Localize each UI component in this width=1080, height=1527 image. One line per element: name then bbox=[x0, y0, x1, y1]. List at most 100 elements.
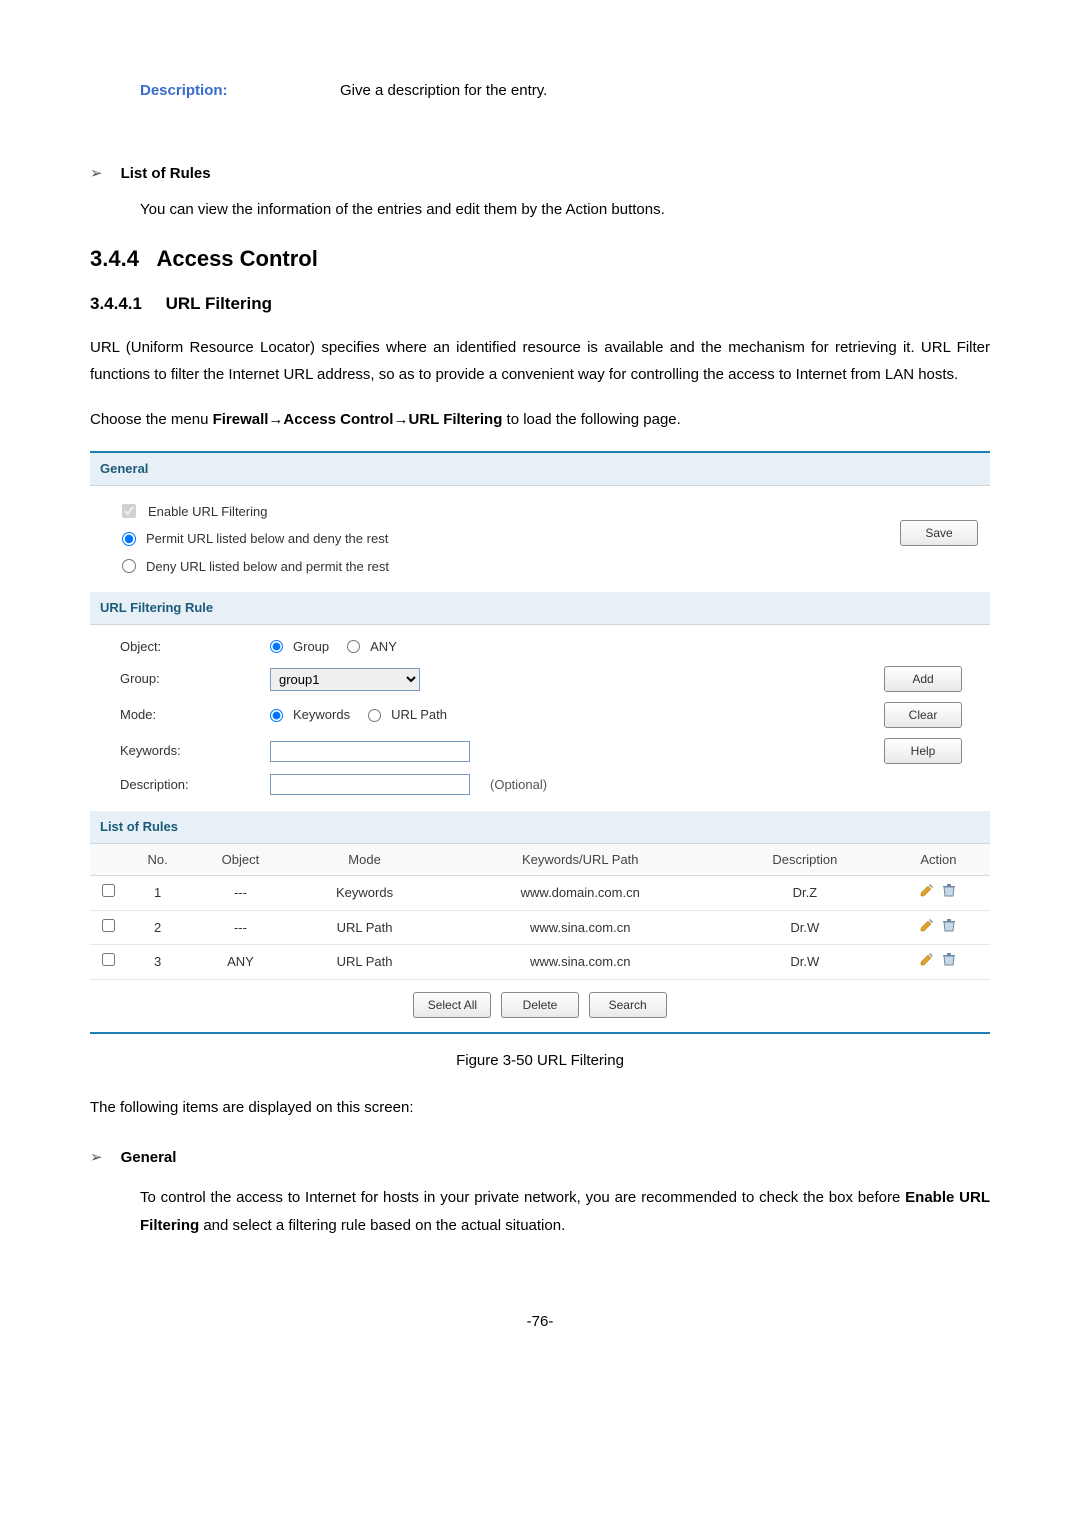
col-action: Action bbox=[887, 844, 990, 876]
cell-action bbox=[887, 945, 990, 980]
cell-action bbox=[887, 910, 990, 945]
list-of-rules-heading: ➢ List of Rules bbox=[90, 163, 990, 186]
after-fig-para: The following items are displayed on thi… bbox=[90, 1094, 990, 1121]
enable-url-filtering-label: Enable URL Filtering bbox=[148, 502, 267, 522]
row-checkbox[interactable] bbox=[102, 884, 115, 897]
section-heading: 3.4.4 Access Control bbox=[90, 242, 990, 275]
table-row: 2---URL Pathwww.sina.com.cnDr.W bbox=[90, 910, 990, 945]
col-object: Object bbox=[189, 844, 291, 876]
cell-desc: Dr.Z bbox=[723, 876, 887, 911]
rules-table: No. Object Mode Keywords/URL Path Descri… bbox=[90, 844, 990, 980]
keywords-input[interactable] bbox=[270, 741, 470, 762]
cell-kw: www.sina.com.cn bbox=[438, 945, 723, 980]
cell-kw: www.sina.com.cn bbox=[438, 910, 723, 945]
description-text: Give a description for the entry. bbox=[340, 80, 547, 103]
page-number: -76- bbox=[90, 1311, 990, 1334]
intro-para-2: Choose the menu Firewall→Access Control→… bbox=[90, 406, 990, 433]
add-button[interactable]: Add bbox=[884, 666, 962, 692]
list-of-rules-text: You can view the information of the entr… bbox=[90, 199, 990, 222]
mode-urlpath-radio[interactable] bbox=[368, 709, 381, 722]
cell-object: --- bbox=[189, 910, 291, 945]
general-para-pre: To control the access to Internet for ho… bbox=[140, 1189, 905, 1206]
mode-keywords-label: Keywords bbox=[293, 705, 350, 725]
general-bullet-label: General bbox=[121, 1147, 177, 1170]
cell-desc: Dr.W bbox=[723, 910, 887, 945]
permit-label: Permit URL listed below and deny the res… bbox=[146, 529, 388, 549]
para2-post: to load the following page. bbox=[502, 411, 680, 428]
subsection-title: URL Filtering bbox=[166, 294, 272, 313]
cell-mode: Keywords bbox=[292, 876, 438, 911]
para2-bold: Firewall→Access Control→URL Filtering bbox=[213, 411, 503, 428]
intro-para-1: URL (Uniform Resource Locator) specifies… bbox=[90, 334, 990, 388]
mode-urlpath-label: URL Path bbox=[391, 705, 447, 725]
clear-button[interactable]: Clear bbox=[884, 702, 962, 728]
cell-object: --- bbox=[189, 876, 291, 911]
delete-button[interactable]: Delete bbox=[501, 992, 579, 1018]
cell-kw: www.domain.com.cn bbox=[438, 876, 723, 911]
object-any-radio[interactable] bbox=[347, 640, 360, 653]
object-group-radio[interactable] bbox=[270, 640, 283, 653]
table-row: 1---Keywordswww.domain.com.cnDr.Z bbox=[90, 876, 990, 911]
save-button[interactable]: Save bbox=[900, 520, 978, 546]
cell-mode: URL Path bbox=[292, 910, 438, 945]
object-label: Object: bbox=[120, 637, 270, 657]
subsection-heading: 3.4.4.1 URL Filtering bbox=[90, 291, 990, 317]
group-select[interactable]: group1 bbox=[270, 668, 420, 691]
row-checkbox[interactable] bbox=[102, 919, 115, 932]
col-no: No. bbox=[126, 844, 189, 876]
search-button[interactable]: Search bbox=[589, 992, 667, 1018]
description-label: Description: bbox=[140, 80, 340, 103]
edit-icon[interactable] bbox=[919, 882, 935, 898]
bullet-arrow-icon: ➢ bbox=[90, 163, 103, 186]
cell-no: 2 bbox=[126, 910, 189, 945]
enable-url-filtering-checkbox[interactable] bbox=[122, 504, 136, 518]
url-filtering-rule-header: URL Filtering Rule bbox=[90, 592, 990, 625]
bullet-arrow-icon: ➢ bbox=[90, 1147, 103, 1170]
delete-icon[interactable] bbox=[941, 917, 957, 933]
general-body: Enable URL Filtering Permit URL listed b… bbox=[90, 486, 990, 593]
col-desc: Description bbox=[723, 844, 887, 876]
subsection-number: 3.4.4.1 bbox=[90, 294, 142, 313]
url-filtering-panel: General Enable URL Filtering Permit URL … bbox=[90, 451, 990, 1034]
deny-radio[interactable] bbox=[122, 559, 136, 573]
select-all-button[interactable]: Select All bbox=[413, 992, 491, 1018]
cell-mode: URL Path bbox=[292, 945, 438, 980]
group-label: Group: bbox=[120, 669, 270, 689]
general-bullet-heading: ➢ General bbox=[90, 1147, 990, 1170]
object-any-label: ANY bbox=[370, 637, 397, 657]
permit-radio[interactable] bbox=[122, 532, 136, 546]
cell-desc: Dr.W bbox=[723, 945, 887, 980]
row-checkbox[interactable] bbox=[102, 953, 115, 966]
cell-object: ANY bbox=[189, 945, 291, 980]
list-of-rules-header: List of Rules bbox=[90, 811, 990, 844]
col-mode: Mode bbox=[292, 844, 438, 876]
optional-text: (Optional) bbox=[490, 775, 547, 795]
list-of-rules-label: List of Rules bbox=[121, 163, 211, 186]
rule-description-input[interactable] bbox=[270, 774, 470, 795]
figure-caption: Figure 3-50 URL Filtering bbox=[90, 1050, 990, 1073]
section-title: Access Control bbox=[156, 246, 317, 271]
rule-description-label: Description: bbox=[120, 775, 270, 795]
edit-icon[interactable] bbox=[919, 917, 935, 933]
edit-icon[interactable] bbox=[919, 951, 935, 967]
keywords-label: Keywords: bbox=[120, 741, 270, 761]
general-header: General bbox=[90, 453, 990, 486]
para2-pre: Choose the menu bbox=[90, 411, 213, 428]
deny-label: Deny URL listed below and permit the res… bbox=[146, 557, 389, 577]
help-button[interactable]: Help bbox=[884, 738, 962, 764]
object-group-label: Group bbox=[293, 637, 329, 657]
col-kw: Keywords/URL Path bbox=[438, 844, 723, 876]
cell-no: 1 bbox=[126, 876, 189, 911]
table-row: 3ANYURL Pathwww.sina.com.cnDr.W bbox=[90, 945, 990, 980]
cell-action bbox=[887, 876, 990, 911]
mode-keywords-radio[interactable] bbox=[270, 709, 283, 722]
section-number: 3.4.4 bbox=[90, 246, 139, 271]
mode-label: Mode: bbox=[120, 705, 270, 725]
general-para-post: and select a filtering rule based on the… bbox=[199, 1217, 565, 1234]
delete-icon[interactable] bbox=[941, 882, 957, 898]
cell-no: 3 bbox=[126, 945, 189, 980]
general-para: To control the access to Internet for ho… bbox=[90, 1184, 990, 1241]
url-filtering-rule-body: Object: Group ANY Group: group1 Add Mode… bbox=[90, 625, 990, 812]
panel-footer: Select All Delete Search bbox=[90, 980, 990, 1032]
delete-icon[interactable] bbox=[941, 951, 957, 967]
